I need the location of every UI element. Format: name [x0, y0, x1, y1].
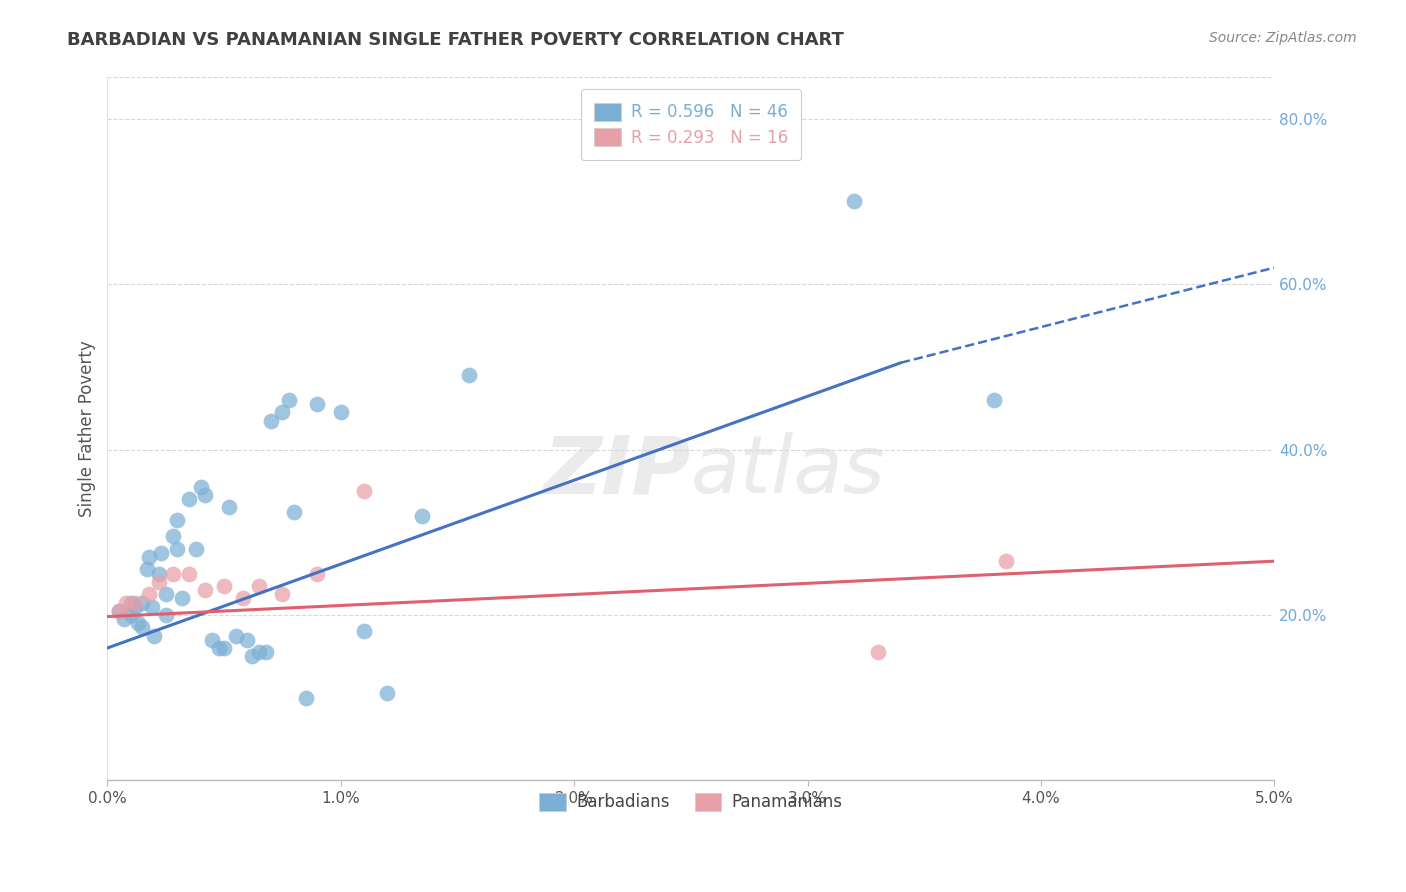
Point: [247, 645, 270, 659]
Point: [278, 392, 301, 407]
Point: [254, 645, 277, 659]
Point: [108, 604, 131, 618]
Point: [283, 504, 305, 518]
Point: [120, 607, 142, 622]
Point: [138, 549, 160, 564]
Point: [247, 579, 270, 593]
Text: ZIP: ZIP: [544, 432, 690, 510]
Point: [353, 483, 375, 498]
Point: [177, 566, 200, 581]
Point: [329, 405, 352, 419]
Point: [377, 686, 399, 700]
Point: [190, 480, 212, 494]
Point: [155, 587, 177, 601]
Point: [411, 508, 433, 523]
Point: [458, 368, 481, 383]
Point: [112, 612, 135, 626]
Point: [155, 607, 177, 622]
Text: Source: ZipAtlas.com: Source: ZipAtlas.com: [1209, 31, 1357, 45]
Point: [194, 488, 217, 502]
Point: [120, 595, 142, 609]
Point: [177, 492, 200, 507]
Point: [844, 194, 866, 209]
Point: [127, 616, 149, 631]
Point: [141, 599, 163, 614]
Point: [148, 574, 170, 589]
Point: [184, 541, 207, 556]
Legend: Barbadians, Panamanians: Barbadians, Panamanians: [526, 780, 856, 825]
Point: [866, 645, 889, 659]
Point: [194, 583, 217, 598]
Point: [240, 649, 263, 664]
Point: [994, 554, 1017, 568]
Point: [131, 595, 153, 609]
Point: [260, 414, 283, 428]
Point: [143, 629, 166, 643]
Point: [208, 640, 231, 655]
Point: [162, 566, 184, 581]
Text: atlas: atlas: [690, 432, 886, 510]
Point: [138, 587, 160, 601]
Point: [307, 397, 329, 411]
Point: [108, 604, 131, 618]
Y-axis label: Single Father Poverty: Single Father Poverty: [79, 341, 96, 517]
Point: [212, 640, 235, 655]
Point: [166, 513, 188, 527]
Point: [124, 599, 146, 614]
Point: [983, 392, 1005, 407]
Point: [218, 500, 240, 515]
Point: [232, 591, 254, 606]
Point: [115, 595, 138, 609]
Point: [162, 529, 184, 543]
Point: [307, 566, 329, 581]
Point: [225, 629, 247, 643]
Point: [353, 624, 375, 639]
Point: [124, 595, 146, 609]
Point: [236, 632, 259, 647]
Point: [148, 566, 170, 581]
Point: [271, 405, 294, 419]
Point: [201, 632, 224, 647]
Point: [150, 546, 173, 560]
Point: [170, 591, 193, 606]
Point: [136, 562, 159, 576]
Point: [212, 579, 235, 593]
Point: [131, 620, 153, 634]
Point: [294, 690, 316, 705]
Point: [166, 541, 188, 556]
Text: BARBADIAN VS PANAMANIAN SINGLE FATHER POVERTY CORRELATION CHART: BARBADIAN VS PANAMANIAN SINGLE FATHER PO…: [67, 31, 845, 49]
Point: [271, 587, 294, 601]
